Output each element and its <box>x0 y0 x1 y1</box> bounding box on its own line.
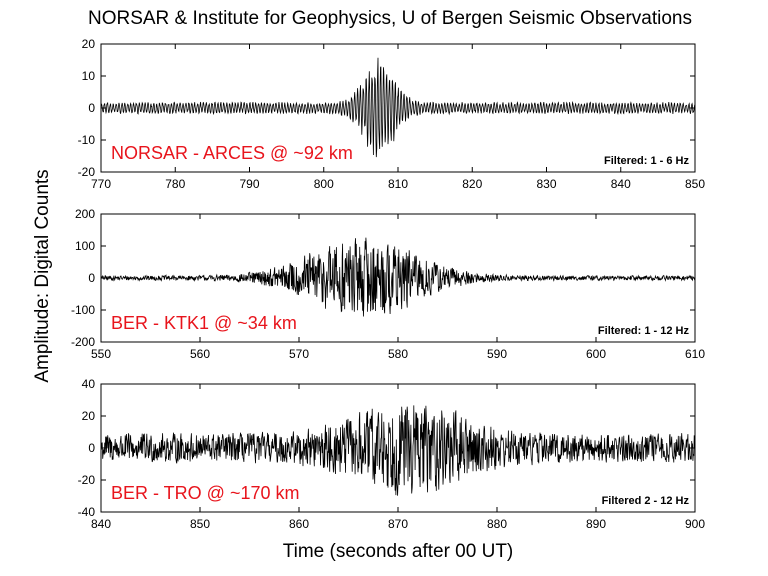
x-tick-label: 840 <box>91 517 111 531</box>
seismic-trace <box>100 57 696 158</box>
x-tick-label: 590 <box>487 347 507 361</box>
y-tick-label: 100 <box>75 239 95 253</box>
seismic-trace <box>100 237 696 317</box>
x-tick-label: 900 <box>685 517 705 531</box>
y-tick-label: 20 <box>82 37 96 51</box>
station-label: BER - TRO @ ~170 km <box>111 483 300 503</box>
x-axis-label: Time (seconds after 00 UT) <box>283 541 514 562</box>
x-tick-label: 790 <box>239 177 259 191</box>
y-axis-label: Amplitude: Digital Counts <box>32 169 53 382</box>
x-tick-label: 860 <box>289 517 309 531</box>
y-tick-label: 40 <box>82 377 96 391</box>
filter-label: Filtered 2 - 12 Hz <box>602 495 690 507</box>
figure-title: NORSAR & Institute for Geophysics, U of … <box>88 8 692 29</box>
y-tick-label: -20 <box>78 165 96 179</box>
panel-2: 550 560 570 580 590 600 610 -200 -100 0 100 200 BER … <box>71 207 705 361</box>
x-tick-label: 800 <box>314 177 334 191</box>
x-tick-label: 850 <box>190 517 210 531</box>
x-tick-label: 870 <box>388 517 408 531</box>
y-tick-label: 10 <box>82 69 96 83</box>
y-tick-label: -10 <box>78 133 96 147</box>
y-tick-label: 200 <box>75 207 95 221</box>
x-tick-label: 820 <box>462 177 482 191</box>
x-tick-label: 810 <box>388 177 408 191</box>
x-tick-label: 780 <box>165 177 185 191</box>
x-tick-label: 610 <box>685 347 705 361</box>
x-tick-label: 770 <box>91 177 111 191</box>
y-tick-label: -100 <box>71 303 95 317</box>
y-tick-label: -200 <box>71 335 95 349</box>
seismic-trace <box>100 405 696 496</box>
x-tick-label: 840 <box>611 177 631 191</box>
panel-1: 770 780 790 800 810 820 830 840 850 -20 -10 0 10 20 NO… <box>78 37 706 191</box>
x-tick-label: 550 <box>91 347 111 361</box>
panel-3: 840 850 860 870 880 890 900 -40 -20 0 20 40 BER - TR… <box>78 377 706 531</box>
x-tick-label: 850 <box>685 177 705 191</box>
station-label: NORSAR - ARCES @ ~92 km <box>111 143 353 163</box>
y-tick-label: -20 <box>78 473 96 487</box>
x-tick-label: 830 <box>536 177 556 191</box>
filter-label: Filtered: 1 - 6 Hz <box>604 155 689 167</box>
x-tick-label: 560 <box>190 347 210 361</box>
x-tick-label: 580 <box>388 347 408 361</box>
x-tick-label: 570 <box>289 347 309 361</box>
y-tick-label: 20 <box>82 409 96 423</box>
filter-label: Filtered: 1 - 12 Hz <box>598 325 690 337</box>
x-tick-label: 880 <box>487 517 507 531</box>
y-tick-label: 0 <box>88 271 95 285</box>
y-tick-label: 0 <box>88 441 95 455</box>
y-tick-label: -40 <box>78 505 96 519</box>
x-tick-label: 890 <box>586 517 606 531</box>
station-label: BER - KTK1 @ ~34 km <box>111 313 297 333</box>
seismogram-panels: 770 780 790 800 810 820 830 840 850-20-1001020NO… <box>71 37 705 531</box>
y-tick-label: 0 <box>88 101 95 115</box>
x-tick-label: 600 <box>586 347 606 361</box>
